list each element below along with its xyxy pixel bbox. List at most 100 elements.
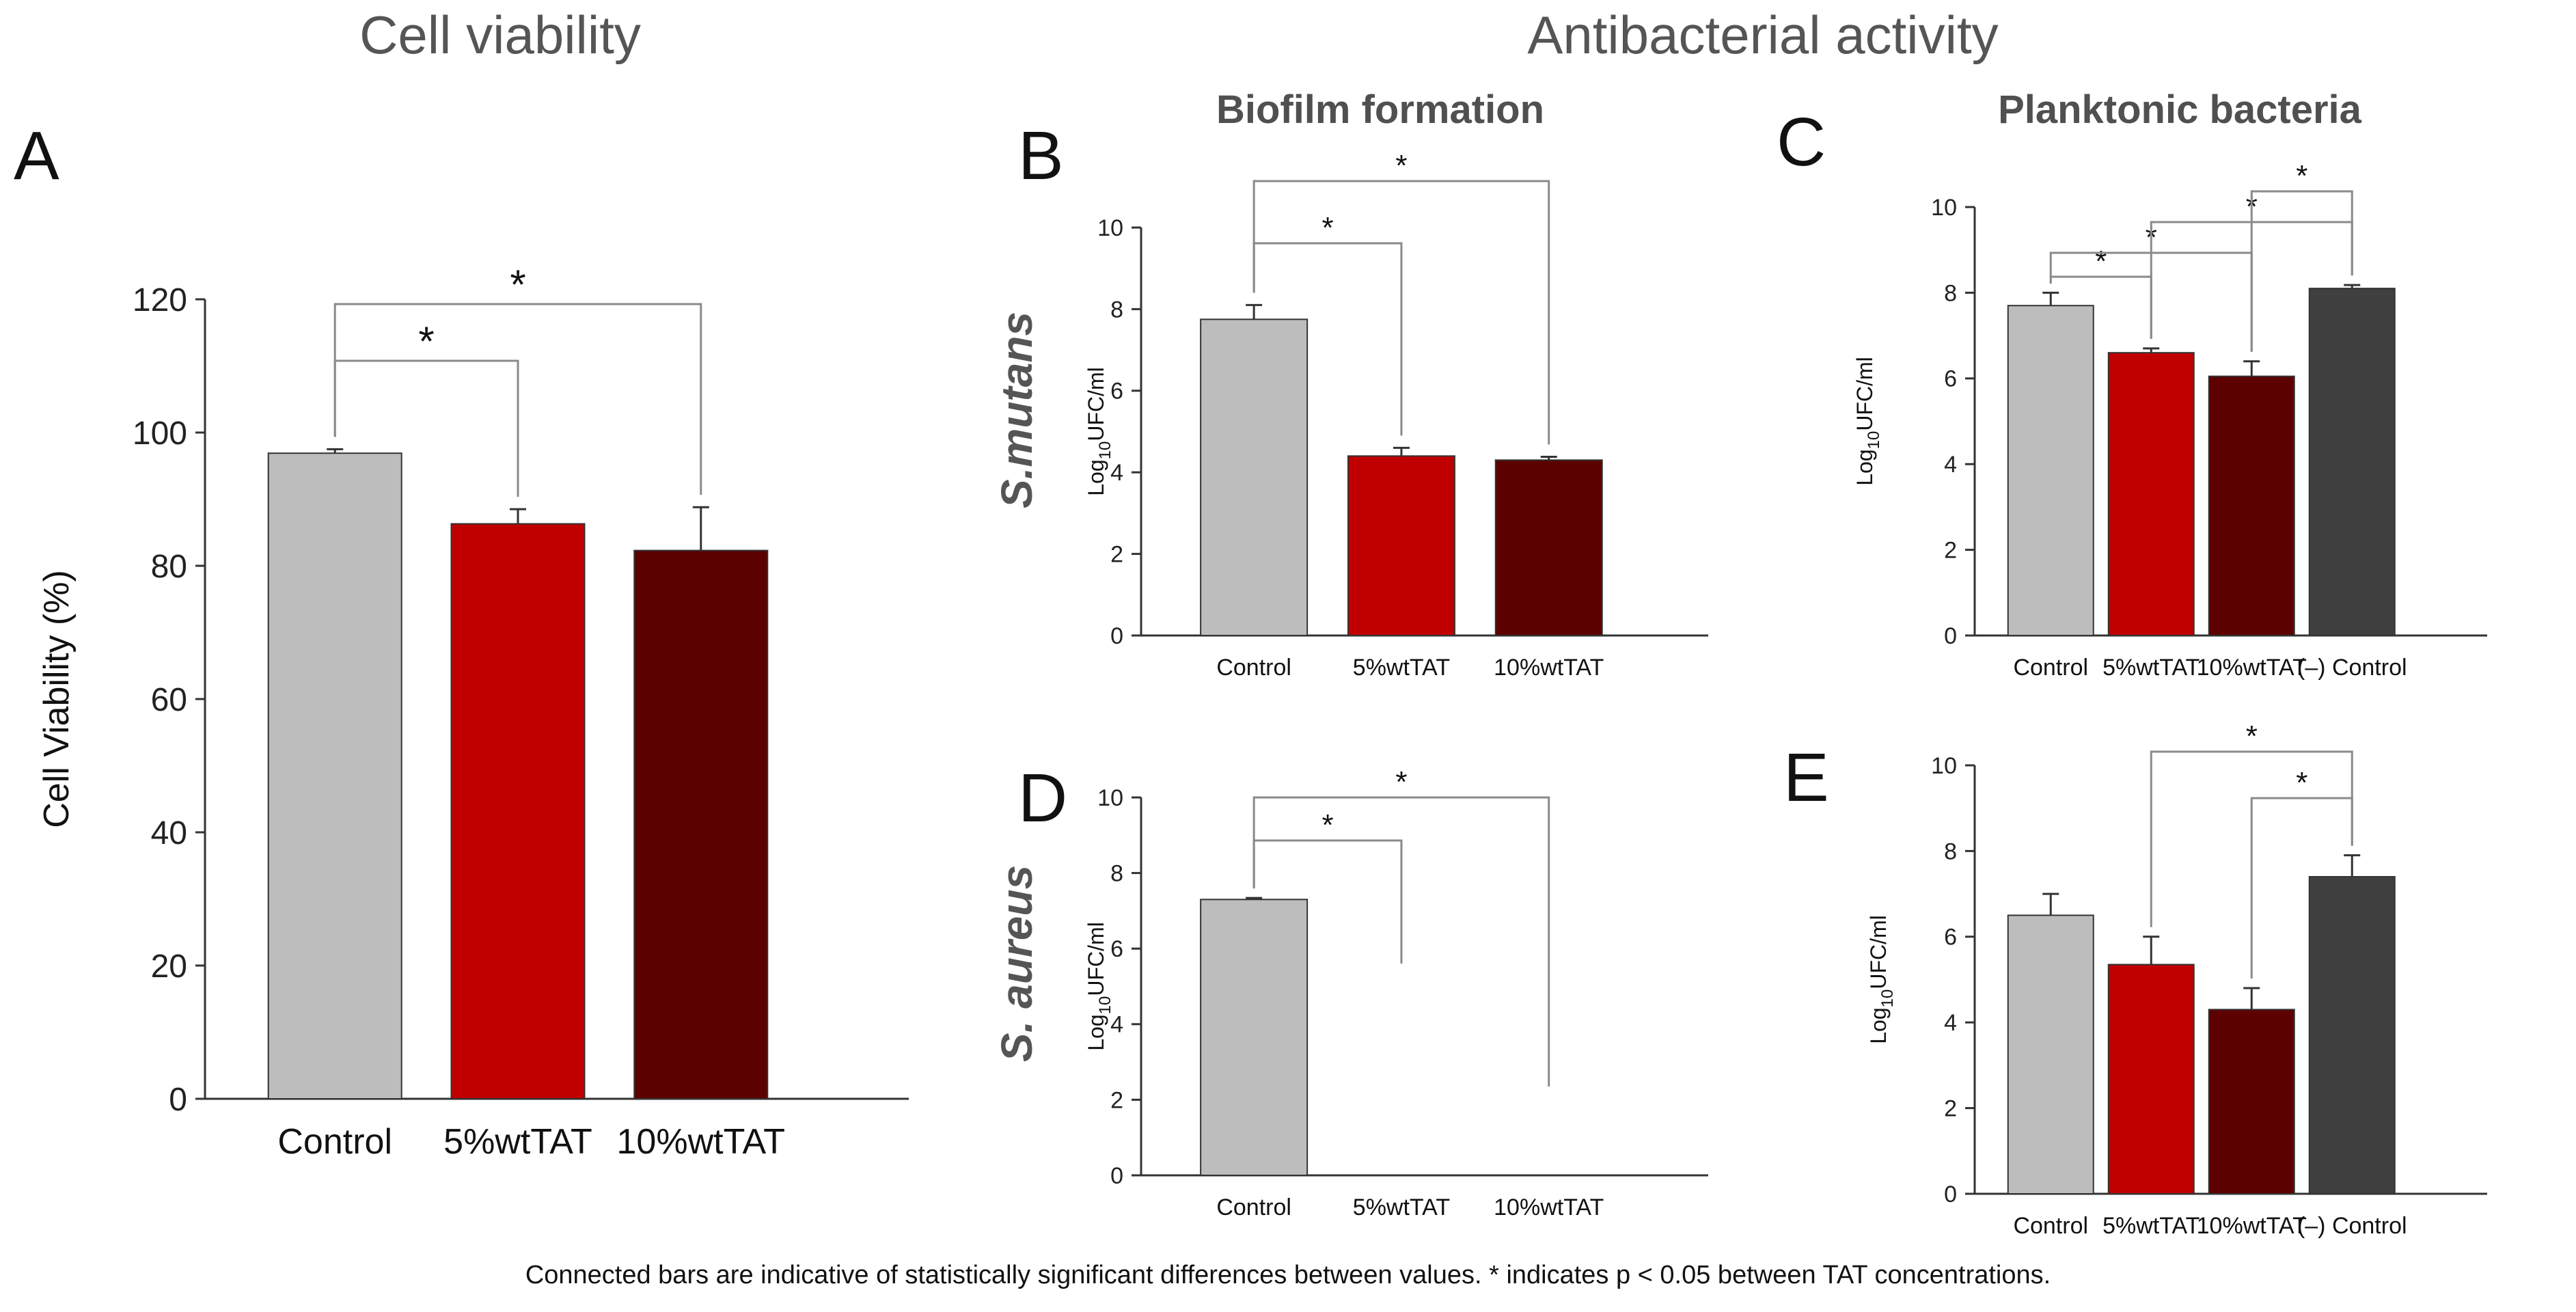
- significance-bracket: [1252, 796, 1550, 1086]
- y-tick-label: 4: [1944, 1010, 1957, 1036]
- y-tick-label: 20: [151, 948, 187, 985]
- category-label: Control: [277, 1122, 392, 1162]
- y-tick-label: 0: [1944, 1181, 1957, 1207]
- category-label: 10%wtTAT: [1494, 655, 1604, 681]
- s-aureus-row-label: S. aureus: [992, 865, 1041, 1062]
- y-tick-label: 10: [1097, 785, 1123, 811]
- category-label: 10%wtTAT: [2197, 1213, 2307, 1239]
- category-label: 10%wtTAT: [2197, 655, 2307, 681]
- y-tick-label: 2: [1944, 1096, 1957, 1122]
- antibacterial-activity-heading: Antibacterial activity: [1527, 5, 1998, 65]
- biofilm-formation-heading: Biofilm formation: [1216, 87, 1544, 132]
- bar-5-wttat: [2107, 964, 2195, 1195]
- bar-10-wttat: [2208, 375, 2295, 636]
- significance-star: *: [1321, 808, 1333, 842]
- bar-control: [2007, 305, 2094, 636]
- panel-label-C: C: [1777, 104, 1826, 180]
- significance-bracket: [1252, 180, 1550, 445]
- bar-5-wttat: [1347, 455, 1455, 636]
- bar-control: [267, 452, 402, 1099]
- category-label: (–) Control: [2297, 655, 2407, 681]
- y-tick-label: 8: [1110, 861, 1123, 887]
- bar-10-wttat: [633, 549, 769, 1099]
- bar-5-wttat: [450, 523, 586, 1099]
- category-label: 5%wtTAT: [2102, 655, 2200, 681]
- y-tick-label: 120: [133, 282, 187, 318]
- y-tick-label: 0: [1110, 1163, 1123, 1189]
- chart-planktonic-s-mutans: 0 2 4 6 8 10 Log10UFC/ml Control 5%wtTAT10%wtTAT…: [1852, 159, 2487, 681]
- y-tick-label: 10: [1931, 195, 1957, 221]
- y-tick-label: 0: [1110, 623, 1123, 649]
- category-label: Control: [1216, 655, 1291, 681]
- y-tick-label: 0: [1944, 623, 1957, 649]
- s-mutans-row-label: S.mutans: [992, 312, 1041, 508]
- category-label: 5%wtTAT: [1353, 1194, 1450, 1220]
- y-tick-label: 40: [151, 815, 187, 851]
- y-tick-label: 2: [1944, 538, 1957, 564]
- y-tick-label: 8: [1944, 838, 1957, 864]
- panel-label-E: E: [1783, 739, 1829, 816]
- bar-control: [2007, 914, 2094, 1194]
- chart-planktonic-s-aureus: 0 2 4 6 8 10 Log10UFC/ml Control 5%wtTAT10%wtTAT…: [1866, 720, 2487, 1239]
- category-label: 5%wtTAT: [443, 1122, 592, 1162]
- y-tick-label: 80: [151, 549, 187, 585]
- y-tick-label: 6: [1110, 379, 1123, 405]
- significance-star: *: [2296, 766, 2307, 800]
- y-tick-label: 8: [1110, 297, 1123, 323]
- chart-cell-viability: 0 20 40 60 80 100 120 Cell Viability (%) Control…: [37, 262, 909, 1162]
- y-tick-label: 2: [1110, 542, 1123, 568]
- category-label: Control: [2013, 655, 2088, 681]
- y-tick-label: 10: [1097, 215, 1123, 241]
- y-tick-label: 4: [1110, 460, 1123, 486]
- bar--control: [2308, 288, 2396, 636]
- significance-star: *: [2095, 245, 2107, 278]
- y-tick-label: 6: [1944, 366, 1957, 392]
- y-axis-label: Cell Viability (%): [37, 570, 77, 828]
- bar-10-wttat: [1494, 459, 1603, 636]
- significance-star: *: [1395, 149, 1407, 182]
- y-tick-label: 6: [1944, 925, 1957, 951]
- significance-star: *: [1321, 211, 1333, 245]
- y-axis-label: Log10UFC/ml: [1084, 367, 1114, 496]
- y-tick-label: 8: [1944, 280, 1957, 306]
- y-tick-label: 4: [1110, 1012, 1123, 1038]
- y-tick-label: 6: [1110, 936, 1123, 962]
- panel-label-B: B: [1018, 118, 1064, 194]
- category-label: Control: [2013, 1213, 2088, 1239]
- category-label: Control: [1216, 1194, 1291, 1220]
- significance-star: *: [2296, 159, 2307, 193]
- category-label: 10%wtTAT: [617, 1122, 786, 1162]
- significance-star: *: [510, 262, 525, 308]
- y-tick-label: 10: [1931, 753, 1957, 779]
- y-tick-label: 100: [133, 415, 187, 452]
- cell-viability-heading: Cell viability: [359, 5, 641, 65]
- y-tick-label: 60: [151, 682, 187, 718]
- chart-biofilm-s-aureus: 0 2 4 6 8 10 Log10UFC/ml Control 5%wtTAT 10%wtTAT…: [1084, 765, 1708, 1220]
- footnote: Connected bars are indicative of statist…: [525, 1261, 2051, 1289]
- panel-label-D: D: [1018, 760, 1067, 836]
- y-axis-label: Log10UFC/ml: [1866, 915, 1897, 1044]
- significance-bracket: [2250, 190, 2353, 352]
- bar-5-wttat: [2107, 352, 2195, 636]
- category-label: 5%wtTAT: [2102, 1213, 2200, 1239]
- y-tick-label: 2: [1110, 1087, 1123, 1113]
- y-axis-label: Log10UFC/ml: [1852, 357, 1883, 486]
- bar-10-wttat: [2208, 1009, 2295, 1194]
- bar--control: [2308, 876, 2396, 1195]
- significance-bracket: [2250, 797, 2353, 979]
- category-label: (–) Control: [2297, 1213, 2407, 1239]
- y-axis-label: Log10UFC/ml: [1084, 922, 1114, 1051]
- bar-control: [1200, 899, 1308, 1177]
- significance-star: *: [1395, 765, 1407, 799]
- y-tick-label: 0: [169, 1082, 187, 1118]
- planktonic-bacteria-heading: Planktonic bacteria: [1998, 87, 2362, 132]
- chart-biofilm-s-mutans: 0 2 4 6 8 10 Log10UFC/ml Control 5%wtTAT 10%wtTAT…: [1084, 149, 1708, 681]
- bar-control: [1200, 318, 1308, 636]
- category-label: 10%wtTAT: [1494, 1194, 1604, 1220]
- panel-label-A: A: [14, 118, 59, 194]
- category-label: 5%wtTAT: [1353, 655, 1450, 681]
- significance-star: *: [418, 318, 434, 364]
- significance-star: *: [2246, 720, 2258, 753]
- y-tick-label: 4: [1944, 452, 1957, 478]
